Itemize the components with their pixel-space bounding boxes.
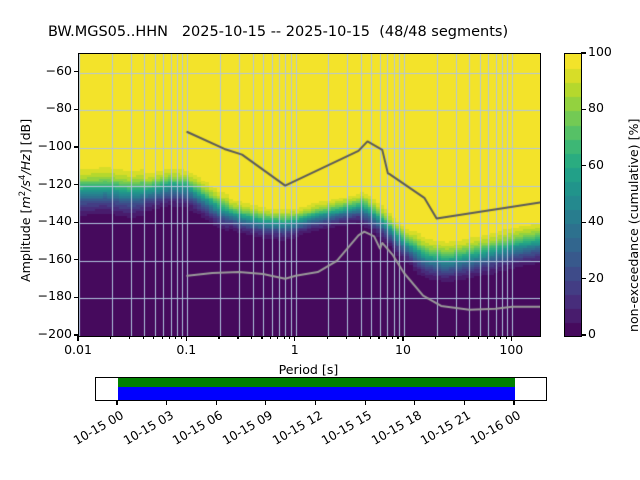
colorbar-tick-label: 100 (588, 44, 612, 59)
x-tick-label: 1 (290, 342, 299, 357)
y-tick-label: −160 (37, 250, 72, 266)
colorbar-tick-label: 60 (588, 156, 604, 172)
x-tick-minor (486, 336, 488, 339)
x-tick-major (185, 336, 187, 341)
x-tick-minor (500, 336, 502, 339)
x-tick-minor (261, 336, 263, 339)
data-availability-bar (118, 378, 515, 387)
x-tick-minor (454, 336, 456, 339)
colorbar-tick (581, 278, 586, 280)
x-tick-major (510, 336, 512, 341)
colorbar-tick-label: 40 (588, 213, 604, 229)
x-tick-minor (142, 336, 144, 339)
timeline-tick (414, 400, 416, 405)
y-axis-label: Amplitude [m2/s4/Hz] [dB] (18, 118, 34, 282)
x-tick-minor (289, 336, 291, 339)
y-tick (73, 108, 78, 110)
colorbar-tick (581, 165, 586, 167)
x-tick-minor (391, 336, 394, 339)
colorbar-tick (581, 334, 586, 336)
y-tick-label: −120 (37, 175, 72, 191)
x-tick-minor (397, 336, 399, 339)
psd-segments-bar (118, 387, 515, 400)
colorbar-tick-label: 80 (588, 100, 604, 116)
x-tick-minor (168, 336, 171, 339)
y-tick (73, 146, 78, 148)
y-tick (73, 296, 78, 298)
x-tick-label: 0.1 (176, 342, 197, 357)
x-tick-minor (180, 336, 182, 339)
x-tick-minor (129, 336, 131, 339)
noise-model-curves (79, 54, 540, 336)
x-tick-minor (435, 336, 437, 339)
x-tick-minor (467, 336, 469, 339)
plot-title: BW.MGS05..HHN 2025-10-15 -- 2025-10-15 (… (48, 24, 509, 40)
timeline-tick (513, 400, 515, 405)
timeline-tick (463, 400, 465, 405)
x-tick-label: 100 (499, 342, 524, 357)
ppsd-plot-area[interactable] (78, 53, 541, 337)
x-axis-label: Period [s] (278, 362, 339, 377)
y-tick-label: −100 (37, 138, 72, 153)
x-tick-minor (345, 336, 347, 339)
timeline-tick (265, 400, 267, 405)
timeline-tick (166, 400, 168, 405)
timeline-tick (116, 400, 118, 405)
y-tick (73, 71, 78, 73)
x-tick-minor (385, 336, 387, 339)
timeline-coverage-axes[interactable] (95, 377, 547, 401)
x-tick-minor (378, 336, 380, 339)
y-tick-label: −60 (45, 62, 72, 78)
x-tick-major (77, 336, 79, 341)
x-tick-label: 10 (395, 342, 411, 357)
colorbar-tick (581, 52, 586, 54)
colorbar-gradient (565, 54, 581, 336)
colorbar (564, 53, 582, 337)
x-tick-minor (161, 336, 163, 339)
x-tick-minor (250, 336, 253, 339)
x-tick-minor (175, 336, 177, 339)
y-tick (73, 184, 78, 186)
timeline-tick (314, 400, 317, 405)
y-tick-label: −200 (37, 326, 72, 341)
x-tick-minor (153, 336, 155, 339)
x-tick-minor (478, 336, 480, 339)
y-tick (73, 334, 78, 336)
x-tick-minor (110, 336, 112, 339)
y-tick-label: −140 (37, 213, 72, 229)
x-tick-minor (493, 336, 496, 339)
x-tick-minor (218, 336, 220, 339)
x-tick-major (294, 336, 296, 341)
x-tick-minor (270, 336, 272, 339)
x-tick-minor (326, 336, 328, 339)
y-tick (73, 259, 78, 261)
x-tick-minor (283, 336, 285, 339)
y-tick (73, 221, 78, 223)
colorbar-tick-label: 20 (588, 269, 604, 285)
colorbar-tick-label: 0 (588, 326, 596, 341)
timeline-tick (364, 400, 366, 405)
y-tick-label: −180 (37, 288, 72, 304)
x-tick-minor (359, 336, 361, 339)
y-tick-label: −80 (45, 100, 72, 116)
colorbar-label: non-exceedance (cumulative) [%] (626, 118, 640, 332)
x-tick-minor (505, 336, 507, 339)
colorbar-tick (581, 108, 586, 110)
x-tick-minor (237, 336, 239, 339)
x-tick-minor (369, 336, 371, 339)
colorbar-tick (581, 221, 586, 223)
timeline-tick (215, 400, 217, 405)
x-tick-major (402, 336, 404, 341)
x-tick-label: 0.01 (64, 342, 92, 357)
x-tick-minor (277, 336, 279, 339)
